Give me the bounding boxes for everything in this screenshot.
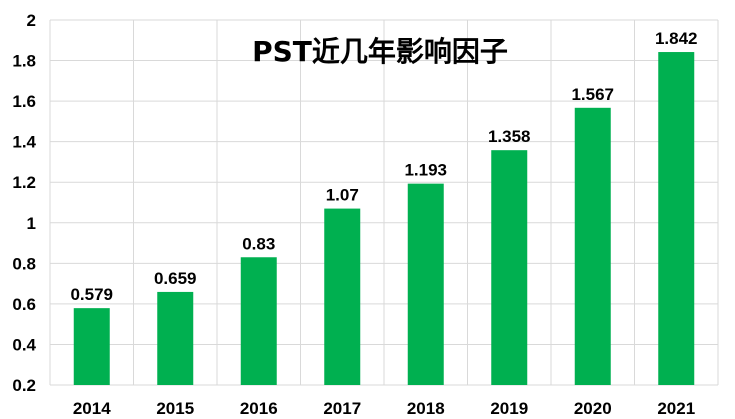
y-tick-label: 1.6 [12, 92, 36, 111]
x-tick-label-2020: 2020 [574, 399, 612, 418]
gridlines [49, 19, 719, 386]
bar-2017 [324, 208, 361, 385]
bar-2015 [157, 291, 194, 385]
bar-2014 [73, 308, 110, 385]
bar-2018 [407, 183, 444, 385]
bar-2020 [574, 107, 611, 385]
bar-2021 [658, 52, 695, 386]
y-tick-label: 1.4 [12, 133, 36, 152]
data-labels: 0.579 0.659 0.83 1.07 1.193 1.358 1.567 1.842 [70, 29, 697, 304]
data-label-2016: 0.83 [242, 234, 275, 253]
x-tick-label-2016: 2016 [240, 399, 278, 418]
y-tick-label: 0.8 [12, 254, 36, 273]
y-axis-ticks: 0.2 0.4 0.6 0.8 1 1.2 1.4 1.6 1.8 2 [12, 11, 36, 395]
data-label-2017: 1.07 [326, 186, 359, 205]
x-tick-label-2014: 2014 [73, 399, 111, 418]
data-label-2018: 1.193 [404, 161, 447, 180]
chart-title: PST近几年影响因子 [252, 35, 508, 68]
x-tick-label-2021: 2021 [657, 399, 695, 418]
y-tick-label: 0.2 [12, 376, 36, 395]
y-tick-label: 1.8 [12, 52, 36, 71]
x-axis-ticks: 2014 2015 2016 2017 2018 2019 2020 2021 [73, 399, 695, 418]
y-tick-label: 0.6 [12, 295, 36, 314]
data-label-2020: 1.567 [571, 85, 614, 104]
y-tick-label: 0.4 [12, 335, 36, 354]
data-label-2015: 0.659 [154, 269, 197, 288]
x-tick-label-2015: 2015 [156, 399, 194, 418]
x-tick-label-2017: 2017 [323, 399, 361, 418]
bar-2019 [491, 150, 528, 385]
x-tick-label-2018: 2018 [407, 399, 445, 418]
data-label-2021: 1.842 [655, 29, 698, 48]
data-label-2019: 1.358 [488, 127, 531, 146]
y-tick-label: 2 [27, 11, 36, 30]
x-tick-label-2019: 2019 [490, 399, 528, 418]
y-tick-label: 1.2 [12, 173, 36, 192]
bar-2016 [240, 257, 277, 385]
data-label-2014: 0.579 [70, 285, 113, 304]
y-tick-label: 1 [27, 214, 36, 233]
bars [73, 52, 695, 386]
